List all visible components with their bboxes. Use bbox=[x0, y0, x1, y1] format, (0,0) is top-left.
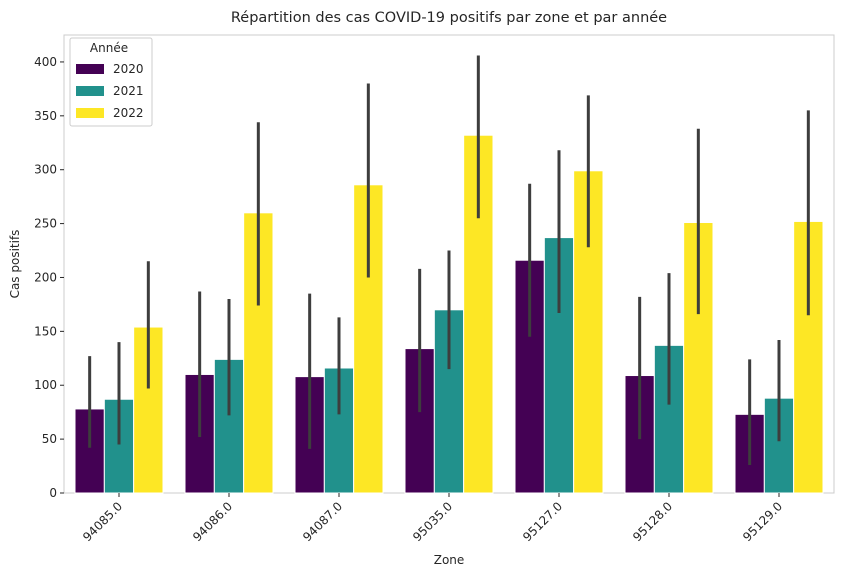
x-axis-label: Zone bbox=[434, 553, 465, 567]
x-axis: 94085.0 94086.0 94087.0 95035.0 95127.0 95128… bbox=[80, 493, 785, 544]
x-tick-label: 94085.0 bbox=[80, 499, 125, 544]
y-tick-label: 200 bbox=[34, 270, 57, 284]
y-tick-label: 0 bbox=[49, 486, 57, 500]
legend-swatch-2020 bbox=[76, 64, 104, 74]
y-tick-label: 300 bbox=[34, 163, 57, 177]
x-tick-label: 94086.0 bbox=[190, 499, 235, 544]
legend-swatch-2022 bbox=[76, 108, 104, 118]
legend-title: Année bbox=[90, 41, 128, 55]
x-tick-label: 94087.0 bbox=[300, 499, 345, 544]
legend-label-2020: 2020 bbox=[113, 62, 144, 76]
legend-swatch-2021 bbox=[76, 86, 104, 96]
y-tick-label: 50 bbox=[42, 432, 57, 446]
legend-label-2021: 2021 bbox=[113, 84, 144, 98]
x-tick-label: 95129.0 bbox=[740, 499, 785, 544]
bar-2022-94086.0 bbox=[243, 212, 274, 494]
y-axis: 0 50 100 150 200 250 300 350 400 bbox=[34, 55, 64, 500]
y-tick-label: 400 bbox=[34, 55, 57, 69]
chart-title: Répartition des cas COVID-19 positifs pa… bbox=[231, 10, 667, 26]
error-bars-layer bbox=[88, 55, 810, 465]
legend: Année 2020 2021 2022 bbox=[69, 37, 153, 127]
x-tick-label: 95035.0 bbox=[410, 499, 455, 544]
y-tick-label: 100 bbox=[34, 378, 57, 392]
x-tick-label: 95128.0 bbox=[630, 499, 675, 544]
y-axis-label: Cas positifs bbox=[8, 230, 22, 299]
y-tick-label: 250 bbox=[34, 217, 57, 231]
legend-label-2022: 2022 bbox=[113, 106, 144, 120]
legend-box bbox=[69, 37, 153, 127]
y-tick-label: 350 bbox=[34, 109, 57, 123]
bar-2020-95035.0 bbox=[404, 348, 435, 494]
x-tick-label: 95127.0 bbox=[520, 499, 565, 544]
y-tick-label: 150 bbox=[34, 324, 57, 338]
